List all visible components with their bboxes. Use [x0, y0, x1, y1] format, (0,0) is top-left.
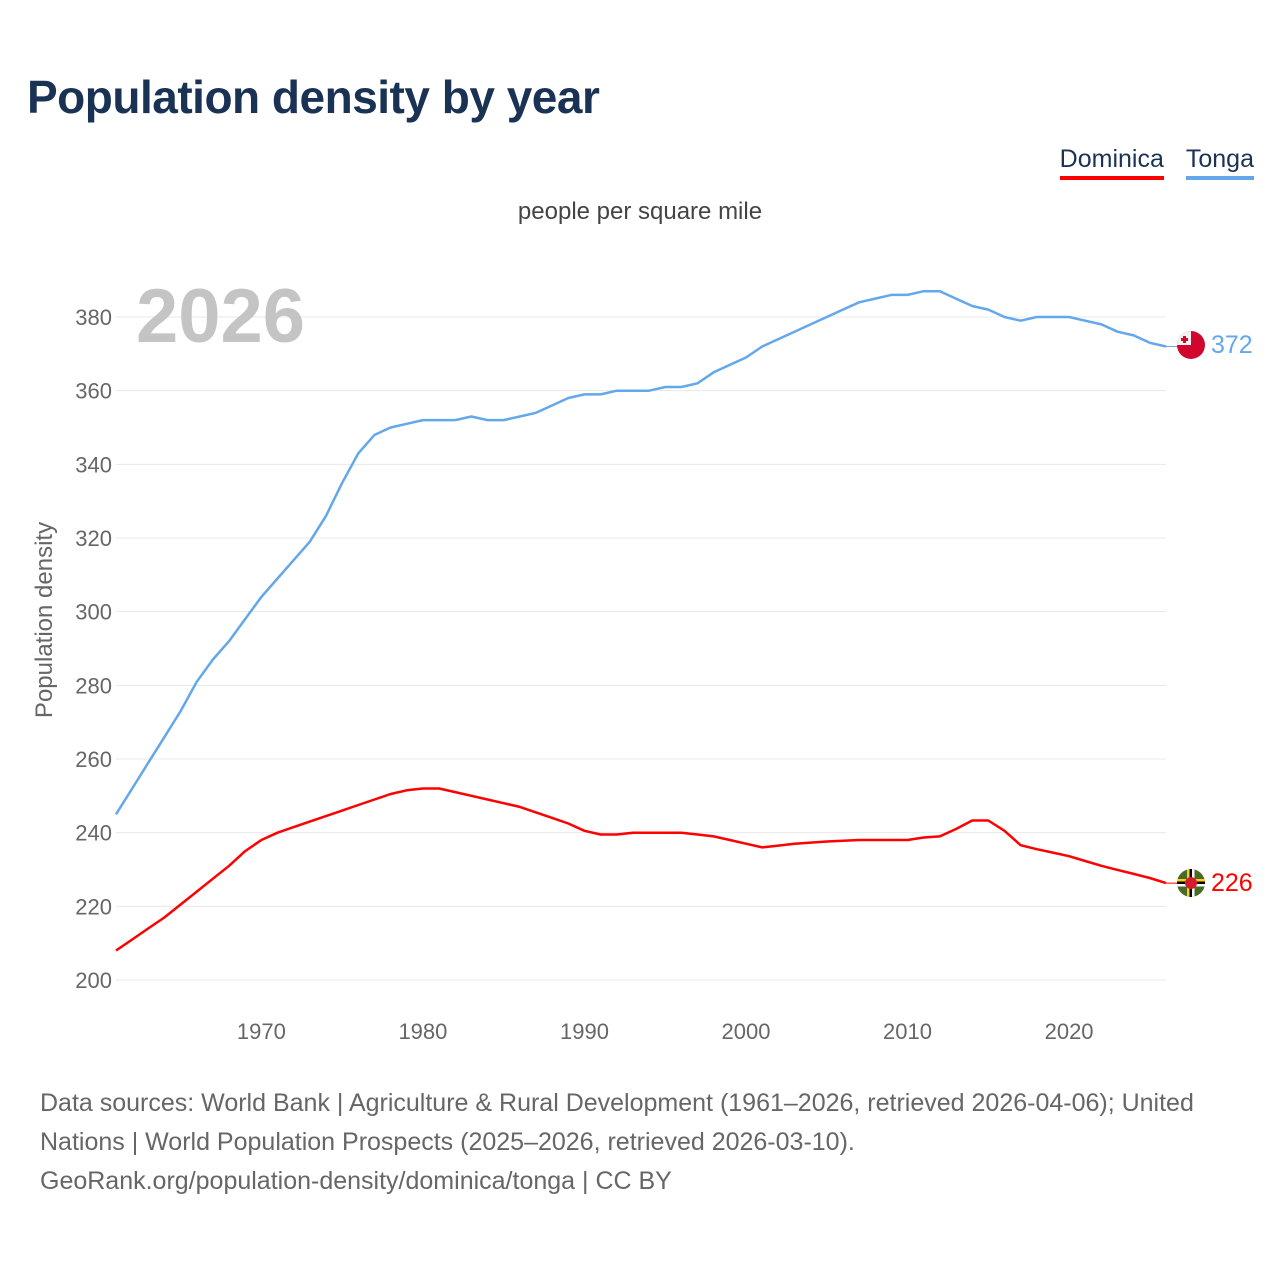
y-axis-label: Population density	[31, 522, 58, 718]
legend-item-tonga[interactable]: Tonga	[1185, 145, 1254, 180]
y-tick-label: 260	[75, 747, 112, 772]
watermark-year: 2026	[136, 274, 305, 359]
y-tick-label: 280	[75, 673, 112, 698]
x-tick-label: 2020	[1045, 1019, 1094, 1044]
y-tick-label: 360	[75, 379, 112, 404]
y-tick-label: 320	[75, 526, 112, 551]
y-tick-label: 380	[75, 305, 112, 330]
series-line-tonga[interactable]	[114, 289, 1167, 815]
legend-item-dominica[interactable]: Dominica	[1059, 145, 1164, 180]
tonga-end-label: 372	[1211, 331, 1253, 359]
y-tick-label: 300	[75, 600, 112, 625]
chart-title: Population density by year	[27, 71, 600, 123]
y-tick-label: 240	[75, 821, 112, 846]
legend: Dominica Tonga	[1059, 145, 1254, 180]
y-tick-label: 200	[75, 968, 112, 993]
y-tick-label: 340	[75, 452, 112, 477]
chart-subtitle: people per square mile	[517, 198, 763, 225]
series-line-dominica[interactable]	[115, 787, 1167, 952]
tonga-flag-icon	[1177, 331, 1205, 359]
dominica-flag-icon	[1177, 869, 1205, 897]
y-tick-label: 220	[75, 894, 112, 919]
x-tick-label: 1980	[398, 1019, 447, 1044]
x-tick-label: 2000	[722, 1019, 771, 1044]
attribution-link[interactable]: GeoRank.org/population-density/dominica/…	[40, 1167, 672, 1195]
dominica-end-label: 226	[1211, 869, 1253, 897]
data-sources: Data sources: World Bank | Agriculture &…	[40, 1089, 1194, 1156]
x-tick-label: 2010	[883, 1019, 932, 1044]
x-tick-label: 1970	[237, 1019, 286, 1044]
footer: Data sources: World Bank | Agriculture &…	[40, 1084, 1250, 1201]
x-tick-label: 1990	[560, 1019, 609, 1044]
